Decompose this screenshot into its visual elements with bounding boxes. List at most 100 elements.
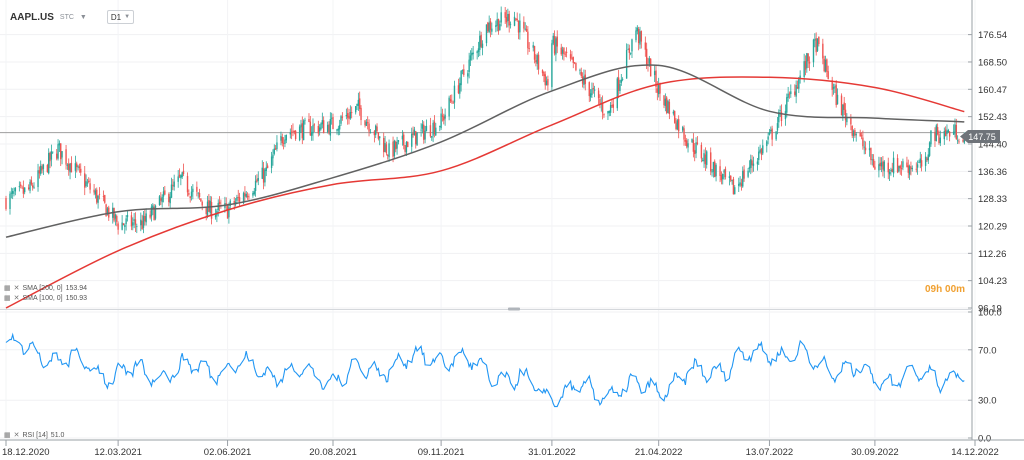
candle-body: [310, 131, 313, 136]
candle-body: [790, 91, 792, 95]
candle-body: [22, 187, 25, 194]
candle-body: [519, 20, 521, 33]
candle-body: [836, 94, 839, 105]
price-tick-label: 160.47: [978, 85, 1007, 96]
candle-body: [196, 186, 198, 192]
settings-icon[interactable]: ▦: [4, 285, 11, 292]
candle-body: [11, 191, 14, 194]
candle-body: [780, 111, 783, 122]
candle-body: [505, 16, 508, 23]
candle-body: [880, 162, 883, 167]
candle-body: [628, 48, 631, 53]
candle-body: [926, 158, 928, 160]
candle-body: [348, 115, 350, 120]
candle-body: [892, 157, 895, 174]
candle-body: [739, 182, 741, 185]
candle-body: [719, 166, 721, 177]
candle-body: [812, 39, 815, 63]
sma100-legend[interactable]: ▦ ✕ SMA [100, 0] 150.93: [4, 294, 87, 303]
close-icon[interactable]: ✕: [13, 285, 20, 292]
candle-body: [476, 51, 478, 54]
candle-body: [694, 150, 696, 155]
candle-body: [617, 77, 620, 91]
candle-body: [420, 129, 422, 131]
candle-body: [686, 140, 688, 147]
candle-body: [878, 164, 880, 171]
timeframe-select[interactable]: D1 ▼: [106, 10, 135, 24]
candle-body: [10, 192, 13, 194]
candle-body: [599, 99, 601, 104]
candle-body: [350, 112, 353, 114]
candle-body: [236, 197, 238, 201]
candle-body: [40, 165, 42, 174]
sma200-legend[interactable]: ▦ ✕ SMA [200, 0] 153.94: [4, 284, 87, 293]
candle-body: [640, 31, 643, 42]
candle-body: [639, 31, 641, 45]
candle-body: [854, 130, 856, 136]
candle-body: [676, 120, 679, 130]
candle-body: [60, 143, 62, 160]
candle-body: [947, 129, 950, 133]
rsi-legend[interactable]: ▦ ✕ RSI [14] 51.0: [4, 431, 64, 440]
chevron-down-icon[interactable]: ▼: [79, 13, 87, 21]
timeframe-value: D1: [110, 12, 122, 22]
candle-body: [397, 140, 400, 142]
candle-body: [760, 148, 763, 155]
candle-body: [272, 154, 274, 159]
candle-body: [164, 190, 166, 195]
candle-body: [284, 139, 286, 144]
candle-body: [61, 151, 63, 158]
candle-body: [76, 163, 78, 168]
candle-body: [172, 184, 174, 186]
candle-body: [747, 170, 749, 177]
candle-body: [56, 153, 58, 159]
price-tick-label: 120.29: [978, 222, 1007, 233]
candle-body: [902, 161, 904, 168]
candle-body: [27, 187, 30, 189]
candle-body: [281, 136, 283, 144]
candle-body: [373, 131, 376, 136]
candle-body: [637, 28, 640, 44]
candle-body: [702, 159, 704, 161]
close-icon[interactable]: ✕: [13, 295, 20, 302]
close-icon[interactable]: ✕: [13, 432, 20, 439]
settings-icon[interactable]: ▦: [4, 295, 11, 302]
candle-body: [815, 38, 817, 53]
candle-body: [879, 162, 881, 167]
candle-body: [935, 125, 937, 142]
candle-body: [738, 183, 740, 186]
candle-body: [509, 23, 512, 25]
candle-body: [141, 220, 143, 230]
candle-body: [254, 180, 257, 191]
candle-body: [145, 213, 147, 223]
settings-icon[interactable]: ▦: [4, 432, 11, 439]
candle-body: [491, 28, 493, 32]
candle-body: [98, 193, 101, 195]
candle-body: [329, 119, 332, 136]
candle-body: [74, 163, 77, 171]
candle-body: [125, 218, 127, 225]
candle-body: [571, 57, 573, 59]
candle-body: [308, 118, 310, 123]
candle-body: [237, 196, 239, 198]
candle-body: [553, 36, 556, 54]
candle-body: [775, 131, 777, 140]
candle-body: [672, 111, 675, 114]
candle-body: [700, 144, 703, 159]
candle-body: [326, 124, 329, 132]
symbol-label[interactable]: AAPL.US: [10, 11, 54, 23]
candle-body: [536, 55, 538, 64]
price-tick-label: 136.36: [978, 167, 1007, 178]
candle-body: [472, 52, 474, 55]
candle-body: [533, 45, 536, 60]
candle-body: [834, 86, 836, 88]
candle-body: [504, 12, 506, 18]
candle-body: [94, 190, 97, 195]
candle-body: [758, 151, 760, 161]
candle-body: [49, 152, 51, 162]
candle-body: [238, 197, 241, 202]
candle-body: [771, 128, 773, 140]
price-tick-label: 176.54: [978, 30, 1007, 41]
candle-body: [395, 141, 397, 150]
